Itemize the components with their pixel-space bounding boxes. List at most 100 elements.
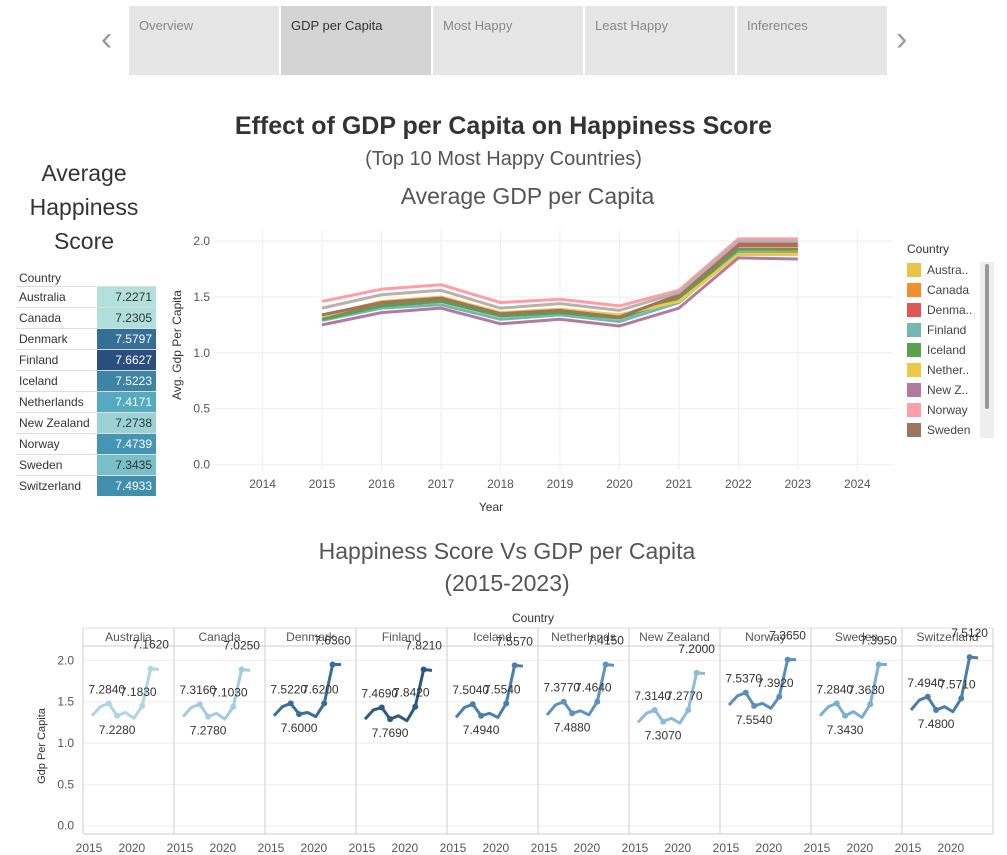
avg-happiness-table: Country Australia 7.2271 Canada 7.2305 Denma… (16, 270, 156, 496)
mark-point (784, 656, 791, 663)
mark-point (842, 712, 849, 719)
table-row: Denmark 7.5797 (16, 328, 156, 349)
mark-point (933, 707, 940, 713)
legend-swatch (907, 323, 921, 337)
country-name: Norway (19, 437, 60, 451)
legend-label: Norway (927, 403, 968, 417)
y-tick-label: 0.5 (193, 402, 210, 416)
x-tick-label: 2020 (756, 841, 783, 855)
legend-swatch (907, 263, 921, 277)
legend-title: Country (907, 242, 950, 256)
legend-label: Austra.. (927, 263, 969, 277)
data-label: 7.3770 (543, 681, 580, 695)
legend-item[interactable]: Denma.. (907, 300, 997, 320)
x-tick-label: 2015 (309, 477, 336, 491)
series-line-switzerland (321, 239, 798, 312)
data-label: 7.4640 (575, 681, 612, 695)
mark-point (230, 703, 237, 710)
mark-point (287, 700, 294, 707)
x-tick-label: 2023 (784, 477, 811, 491)
series-line-new-zealand (321, 256, 798, 328)
mark-point (205, 713, 212, 720)
table-row: Sweden 7.3435 (16, 454, 156, 475)
legend-item[interactable]: Sweden (907, 420, 997, 440)
series-line-australia (321, 248, 798, 318)
data-label: 7.6200 (302, 682, 339, 696)
data-label: 7.1620 (132, 638, 169, 652)
mark-point (602, 661, 609, 668)
tab-inferences[interactable]: Inferences (737, 6, 887, 75)
legend-item[interactable]: Austra.. (907, 260, 997, 280)
mark-point (693, 669, 700, 676)
panel-line (363, 667, 433, 723)
mark-point (420, 666, 427, 673)
happiness-value: 7.4171 (97, 392, 156, 412)
page-title: Effect of GDP per Capita on Happiness Sc… (234, 112, 773, 140)
data-label: 7.3430 (827, 723, 864, 737)
legend-scrollbar[interactable] (980, 262, 994, 438)
series-line-canada (321, 249, 798, 319)
data-label: 7.2840 (816, 682, 853, 696)
legend-label: New Z.. (927, 383, 969, 397)
x-tick-label: 2019 (547, 477, 574, 491)
data-label: 7.5570 (496, 634, 533, 648)
mark-point (478, 712, 485, 719)
table-row: Switzerland 7.4933 (16, 475, 156, 496)
x-tick-label: 2015 (440, 841, 467, 855)
x-tick-label: 2021 (666, 477, 693, 491)
happiness-value: 7.4933 (97, 476, 156, 496)
mark-point (751, 702, 758, 709)
tab-most-happy[interactable]: Most Happy (433, 6, 583, 75)
legend-item[interactable]: Nether.. (907, 360, 997, 380)
tab-least-happy[interactable]: Least Happy (585, 6, 735, 75)
legend-item[interactable]: New Z.. (907, 380, 997, 400)
mark-point (321, 700, 328, 707)
tab-overview[interactable]: Overview (129, 6, 279, 75)
happiness-value: 7.5797 (97, 329, 156, 349)
data-label: 7.3160 (179, 683, 216, 697)
happiness-vs-gdp-title: Happiness Score Vs GDP per Capita (318, 538, 696, 564)
series-line-netherlands (321, 253, 798, 318)
country-name: Iceland (19, 374, 58, 388)
legend-item[interactable]: Iceland (907, 340, 997, 360)
legend-scroll-thumb[interactable] (985, 264, 989, 409)
mark-point (196, 701, 203, 708)
legend-swatch (907, 403, 921, 417)
country-name: New Zealand (19, 416, 90, 430)
data-label: 7.5040 (452, 683, 489, 697)
x-tick-label: 2020 (301, 841, 328, 855)
legend-item[interactable]: Canada (907, 280, 997, 300)
mark-point (412, 703, 419, 710)
data-label: 7.4880 (554, 720, 591, 734)
x-tick-label: 2020 (119, 841, 146, 855)
data-label: 7.3920 (757, 676, 794, 690)
data-label: 7.1030 (211, 686, 248, 700)
mark-point (660, 718, 667, 725)
data-label: 7.6000 (281, 721, 318, 735)
country-name: Canada (19, 311, 62, 325)
tab-gdp-per-capita[interactable]: GDP per Capita (281, 6, 431, 75)
data-label: 7.0250 (223, 638, 260, 652)
x-tick-label: 2022 (725, 477, 752, 491)
mark-point (511, 662, 518, 669)
legend-label: Denma.. (927, 303, 973, 317)
data-label: 7.3070 (645, 729, 682, 743)
data-label: 7.4150 (587, 634, 624, 648)
legend-label: Canada (927, 283, 970, 297)
data-label: 7.2840 (88, 682, 125, 696)
nav-prev-icon[interactable]: ‹ (101, 20, 113, 58)
country-name: Denmark (19, 332, 68, 346)
mark-point (469, 701, 476, 708)
series-line-norway (321, 237, 798, 308)
panel-header: Switzerland (916, 630, 978, 644)
x-tick-label: 2020 (665, 841, 692, 855)
legend-swatch (907, 363, 921, 377)
nav-next-icon[interactable]: › (896, 20, 908, 58)
data-label: 7.6360 (314, 634, 351, 648)
y-tick-label: 0.0 (57, 819, 74, 833)
legend-item[interactable]: Norway (907, 400, 997, 420)
country-name: Switzerland (19, 479, 82, 493)
legend-item[interactable]: Finland (907, 320, 997, 340)
mark-point (378, 704, 385, 711)
y-tick-label: 1.0 (57, 736, 74, 750)
